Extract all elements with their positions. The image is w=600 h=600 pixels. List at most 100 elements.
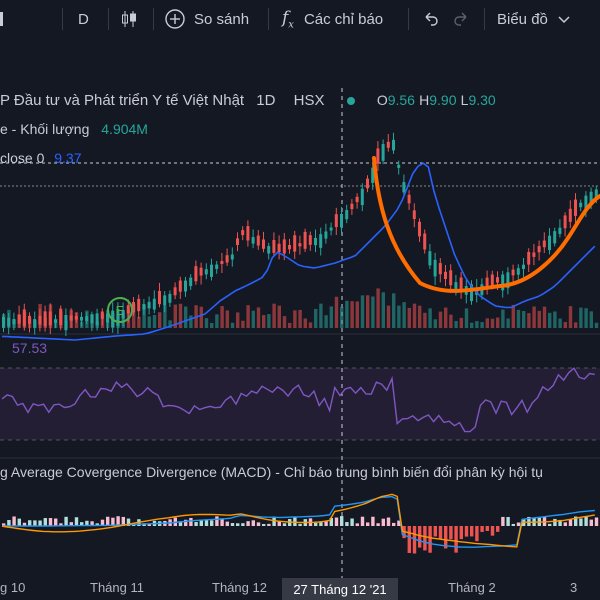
candle — [225, 255, 229, 263]
candle — [433, 259, 437, 277]
interval-button[interactable]: D — [78, 0, 89, 38]
macd-histogram-bar — [90, 521, 94, 526]
candle — [95, 313, 99, 326]
volume-value: 4.904M — [101, 121, 148, 137]
volume-bar — [433, 319, 437, 328]
macd-histogram-bar — [178, 521, 183, 526]
function-icon: fx — [282, 7, 294, 31]
candle — [449, 270, 453, 286]
volume-bar — [272, 303, 276, 328]
volume-bar — [589, 311, 593, 328]
macd-histogram-bar — [475, 526, 479, 542]
volume-bar — [215, 314, 219, 328]
volume-legend[interactable]: e - Khối lượng 4.904M — [0, 121, 148, 137]
chart-type-button[interactable]: Biểu đồ — [497, 0, 572, 38]
chart-type-label: Biểu đồ — [497, 10, 548, 28]
candle — [48, 311, 52, 326]
candle — [345, 210, 349, 220]
volume-bar — [516, 309, 521, 328]
volume-bar — [397, 305, 401, 328]
macd-histogram-bar — [553, 518, 557, 526]
compare-button[interactable]: So sánh — [164, 0, 249, 38]
rsi-value[interactable]: 57.53 — [12, 340, 48, 356]
candle — [38, 315, 42, 325]
legend-low-value: 9.30 — [468, 92, 496, 108]
candle — [334, 214, 338, 228]
candle — [22, 309, 26, 327]
legend-open-value: 9.56 — [387, 92, 415, 108]
macd-histogram-bar — [319, 522, 323, 526]
macd-histogram-bar — [428, 526, 432, 553]
macd-legend[interactable]: g Average Covergence Divergence (MACD) -… — [0, 464, 543, 480]
volume-bar — [319, 303, 323, 328]
candles-button[interactable] — [118, 0, 140, 38]
macd-histogram-bar — [485, 526, 489, 531]
macd-histogram-bar — [496, 526, 500, 532]
cup-annotation[interactable] — [372, 156, 600, 293]
volume-bar — [558, 318, 562, 328]
macd-histogram-bar — [407, 526, 411, 554]
macd-histogram-bar — [262, 523, 266, 526]
volume-bar — [189, 315, 193, 328]
macd-histogram-bar — [594, 517, 599, 526]
macd-histogram-bar — [360, 516, 365, 526]
macd-histogram-bar — [355, 523, 359, 526]
event-marker[interactable] — [107, 297, 133, 323]
price-chart[interactable]: E — [0, 38, 600, 578]
indicators-label: Các chỉ báo — [303, 10, 384, 28]
volume-bar — [204, 318, 209, 328]
volume-bar — [267, 314, 271, 328]
volume-bar — [329, 306, 333, 328]
x-axis-label: 3 — [570, 580, 578, 595]
candle — [355, 196, 359, 203]
macd-histogram-bar — [584, 516, 588, 526]
ma-legend[interactable]: close 0 9.37 — [0, 150, 82, 166]
toolbar-divider — [108, 8, 109, 30]
undo-button[interactable] — [420, 0, 440, 38]
macd-histogram-bar — [516, 522, 521, 526]
volume-bar — [496, 317, 500, 328]
candle — [418, 221, 421, 237]
plus-circle-icon — [165, 9, 185, 29]
candle — [459, 277, 463, 293]
volume-bar — [147, 316, 151, 328]
candle — [485, 277, 489, 289]
macd-histogram-bar — [459, 526, 463, 540]
volume-bar — [532, 306, 536, 328]
menu-handle[interactable] — [0, 0, 8, 38]
macd-histogram-bar — [350, 518, 354, 526]
candle — [158, 290, 161, 305]
legend-high-value: 9.90 — [429, 92, 457, 108]
candle — [568, 208, 572, 222]
candle — [194, 266, 198, 282]
candle — [43, 311, 47, 327]
volume-bar — [366, 295, 370, 328]
macd-histogram-bar — [423, 526, 427, 551]
ma-label: close 0 — [0, 150, 45, 166]
volume-bar — [230, 322, 235, 328]
volume-bar — [142, 305, 146, 328]
macd-histogram-bar — [568, 519, 573, 526]
volume-bar — [438, 311, 443, 328]
volume-bar — [132, 303, 136, 328]
macd-histogram-bar — [43, 518, 47, 526]
candle — [28, 315, 31, 324]
candle — [558, 227, 562, 235]
macd-histogram-bar — [126, 518, 131, 526]
volume-bar — [199, 306, 203, 328]
macd-histogram-bar — [85, 520, 89, 526]
candle — [594, 189, 598, 198]
symbol-legend[interactable]: P Đầu tư và Phát triển Y tế Việt Nhật 1D… — [0, 92, 496, 109]
candle — [308, 235, 312, 245]
volume-bar — [152, 314, 157, 328]
candle — [454, 282, 458, 290]
volume-bar — [277, 305, 281, 328]
indicators-button[interactable]: fx Các chỉ báo — [282, 0, 383, 38]
volume-bar — [210, 322, 214, 328]
volume-bar — [522, 310, 526, 328]
volume-bar — [137, 316, 141, 328]
candle — [522, 264, 525, 269]
redo-button[interactable] — [452, 0, 472, 38]
candle — [173, 287, 177, 296]
ma-value: 9.37 — [54, 150, 82, 166]
